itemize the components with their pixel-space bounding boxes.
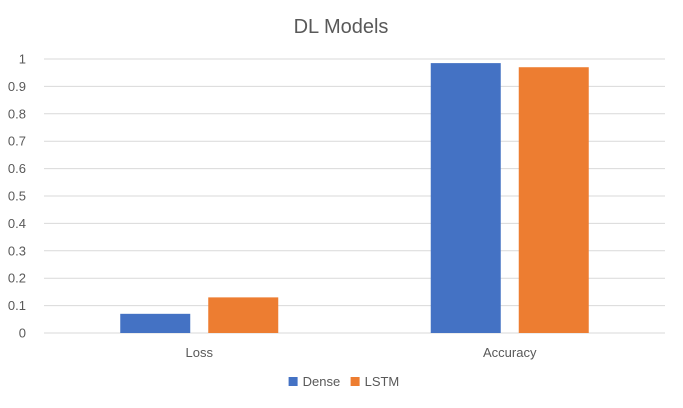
y-tick-label: 0.9 — [8, 79, 26, 94]
legend-swatch-dense — [288, 377, 298, 386]
legend-label-lstm: LSTM — [365, 374, 400, 389]
y-tick-label: 0.8 — [8, 106, 26, 121]
bar-dense-accuracy — [430, 63, 501, 334]
x-axis-ticks: Loss Accuracy — [186, 345, 537, 360]
x-tick-label: Accuracy — [483, 345, 537, 360]
legend-label-dense: Dense — [303, 374, 341, 389]
y-tick-label: 0.3 — [8, 243, 26, 258]
y-axis-ticks: 0 0.1 0.2 0.3 0.4 0.5 0.6 0.7 0.8 0.9 1 — [8, 52, 26, 341]
bars — [120, 63, 589, 334]
y-tick-label: 0 — [19, 326, 26, 341]
y-tick-label: 0.2 — [8, 271, 26, 286]
y-tick-label: 0.5 — [8, 189, 26, 204]
y-tick-label: 0.1 — [8, 298, 26, 313]
y-tick-label: 1 — [19, 52, 26, 67]
x-tick-label: Loss — [186, 345, 214, 360]
y-tick-label: 0.4 — [8, 216, 26, 231]
bar-lstm-accuracy — [518, 67, 589, 333]
legend-swatch-lstm — [350, 377, 360, 386]
chart-title: DL Models — [294, 16, 389, 38]
bar-lstm-loss — [208, 297, 279, 333]
y-tick-label: 0.7 — [8, 134, 26, 149]
legend: Dense LSTM — [288, 374, 400, 389]
y-tick-label: 0.6 — [8, 161, 26, 176]
bar-dense-loss — [120, 313, 191, 333]
